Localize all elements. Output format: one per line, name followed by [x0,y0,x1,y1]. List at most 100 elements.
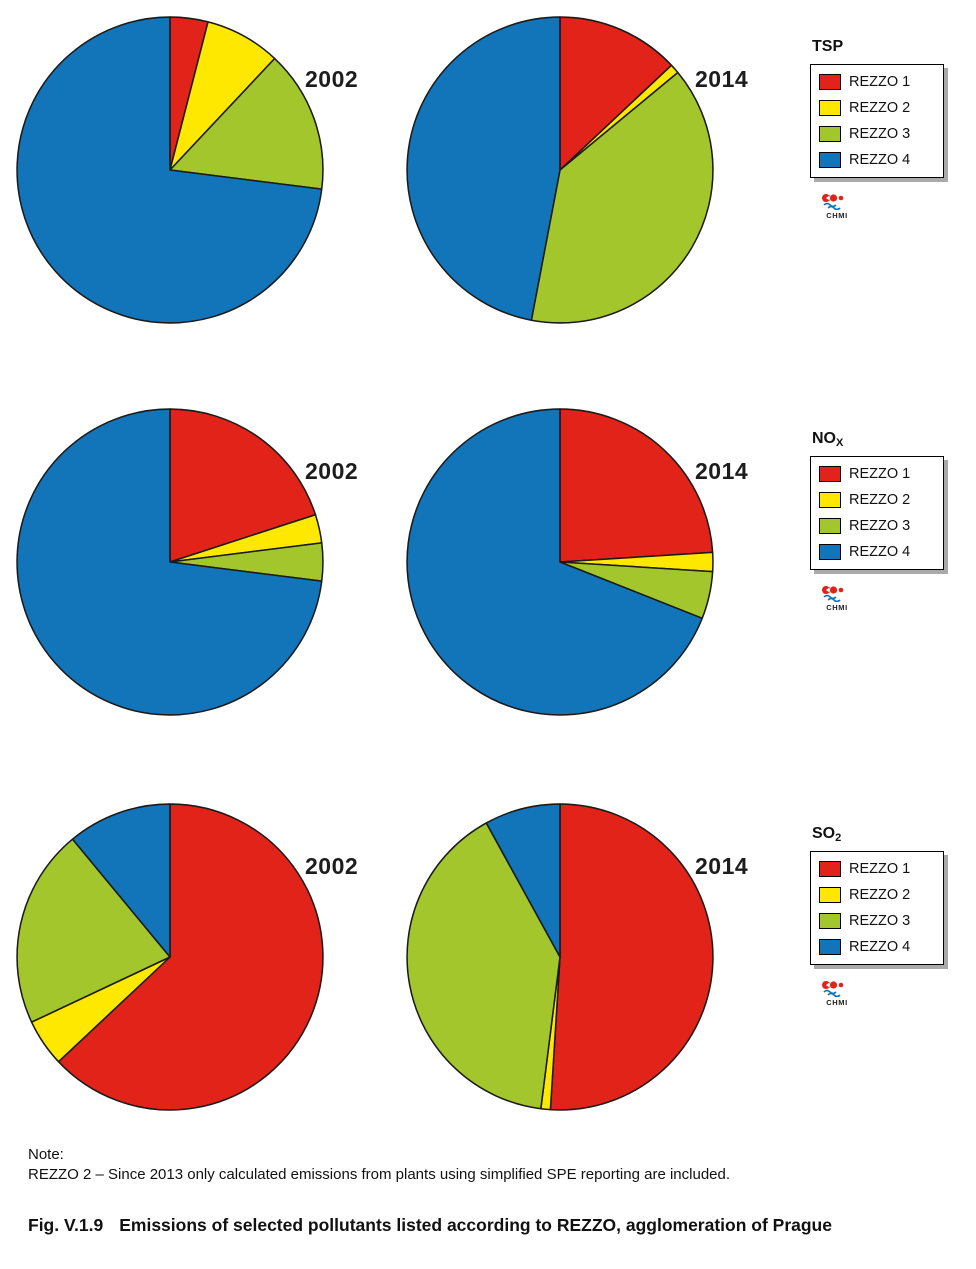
legend-label: REZZO 2 [849,100,911,116]
legend-label: REZZO 4 [849,152,911,168]
chmi-logo: CHMI [814,586,860,612]
pie-slice-rezzo3 [530,71,714,324]
pie-so2-2014 [404,801,716,1113]
year-label-2014: 2014 [695,66,749,92]
pie-slice-rezzo1 [169,408,317,563]
chart-row-nox: 2002 2014 NOX REZZO 1 REZZO 2 REZZO 3 RE… [0,406,976,741]
pie-slice-rezzo3 [169,57,324,190]
pie-tsp-2002 [14,14,326,326]
pie-slice-rezzo4 [406,16,561,321]
pie-slice-rezzo4 [16,16,323,324]
legend-box: REZZO 1 REZZO 2 REZZO 3 REZZO 4 [810,64,944,178]
legend-label: REZZO 1 [849,74,911,90]
legend-swatch-rezzo1 [819,861,841,877]
pie-slice-rezzo1 [57,803,324,1111]
pie-chart-tsp-2002 [16,16,324,324]
pie-chart-nox-2014 [406,408,714,716]
legend-box: REZZO 1 REZZO 2 REZZO 3 REZZO 4 [810,851,944,965]
pie-slice-rezzo1 [559,408,714,563]
legend-item-rezzo1: REZZO 1 [819,69,935,95]
legend-item-rezzo4: REZZO 4 [819,539,935,565]
pie-slice-rezzo4 [406,408,703,716]
chmi-logo-icon [822,981,844,997]
legend-box: REZZO 1 REZZO 2 REZZO 3 REZZO 4 [810,456,944,570]
legend-label: REZZO 2 [849,887,911,903]
legend-swatch-rezzo2 [819,492,841,508]
pie-slice-rezzo4 [16,408,323,716]
legend-item-rezzo2: REZZO 2 [819,95,935,121]
legend-swatch-rezzo3 [819,518,841,534]
chmi-logo-text: CHMI [826,603,848,612]
legend-item-rezzo1: REZZO 1 [819,461,935,487]
chmi-logo-text: CHMI [826,211,848,220]
legend-item-rezzo3: REZZO 3 [819,513,935,539]
pie-chart-so2-2002 [16,803,324,1111]
legend-item-rezzo2: REZZO 2 [819,487,935,513]
pie-so2-2002 [14,801,326,1113]
legend-label: REZZO 3 [849,126,911,142]
year-label-2002: 2002 [305,458,359,484]
legend-label: REZZO 4 [849,939,911,955]
legend-title-nox: NOX [812,430,965,449]
chmi-logo-text: CHMI [826,998,848,1007]
legend-label: REZZO 3 [849,913,911,929]
pie-nox-2002 [14,406,326,718]
chmi-logo-icon [822,194,844,210]
legend-tsp: TSP REZZO 1 REZZO 2 REZZO 3 REZZO 4 CHMI [810,38,965,220]
legend-swatch-rezzo3 [819,126,841,142]
chmi-logo: CHMI [814,194,860,220]
pollutant-subscript: X [836,437,844,449]
legend-swatch-rezzo1 [819,466,841,482]
legend-nox: NOX REZZO 1 REZZO 2 REZZO 3 REZZO 4 CHMI [810,430,965,612]
legend-so2: SO2 REZZO 1 REZZO 2 REZZO 3 REZZO 4 CHMI [810,825,965,1007]
chart-row-tsp: 2002 2014 TSP REZZO 1 REZZO 2 REZZO 3 RE… [0,14,976,349]
chart-row-so2: 2002 2014 SO2 REZZO 1 REZZO 2 REZZO 3 RE… [0,801,976,1136]
year-label-2014: 2014 [695,458,749,484]
pollutant-subscript: 2 [835,832,842,844]
chmi-logo-icon [822,586,844,602]
pollutant-name: TSP [812,38,844,55]
legend-swatch-rezzo1 [819,74,841,90]
legend-label: REZZO 3 [849,518,911,534]
legend-swatch-rezzo2 [819,100,841,116]
year-label-2002: 2002 [305,66,359,92]
legend-item-rezzo4: REZZO 4 [819,147,935,173]
legend-label: REZZO 1 [849,861,911,877]
legend-title-tsp: TSP [812,38,965,57]
legend-item-rezzo2: REZZO 2 [819,882,935,908]
legend-label: REZZO 2 [849,492,911,508]
legend-swatch-rezzo3 [819,913,841,929]
pie-slice-rezzo3 [406,822,561,1110]
legend-title-so2: SO2 [812,825,965,844]
pie-slice-rezzo3 [16,838,171,1023]
pie-slice-rezzo4 [485,803,561,958]
legend-item-rezzo4: REZZO 4 [819,934,935,960]
pollutant-name: NO [812,430,836,447]
legend-swatch-rezzo4 [819,544,841,560]
legend-swatch-rezzo4 [819,939,841,955]
legend-item-rezzo1: REZZO 1 [819,856,935,882]
figure-caption-text: Emissions of selected pollutants listed … [119,1215,832,1235]
pie-slice-rezzo4 [71,803,171,958]
pie-chart-so2-2014 [406,803,714,1111]
legend-label: REZZO 1 [849,466,911,482]
legend-label: REZZO 4 [849,544,911,560]
year-label-2014: 2014 [695,853,749,879]
pie-chart-tsp-2014 [406,16,714,324]
figure-caption: Fig. V.1.9 Emissions of selected pollutan… [28,1215,968,1236]
legend-swatch-rezzo2 [819,887,841,903]
note-label: Note: [28,1146,64,1163]
year-label-2002: 2002 [305,853,359,879]
pollutant-name: SO [812,825,836,842]
legend-item-rezzo3: REZZO 3 [819,121,935,147]
pie-chart-nox-2002 [16,408,324,716]
chmi-logo: CHMI [814,981,860,1007]
pie-slice-rezzo1 [559,16,673,171]
legend-swatch-rezzo4 [819,152,841,168]
pie-slice-rezzo1 [549,803,714,1111]
legend-item-rezzo3: REZZO 3 [819,908,935,934]
figure-number: Fig. V.1.9 [28,1215,104,1235]
pie-nox-2014 [404,406,716,718]
pie-tsp-2014 [404,14,716,326]
